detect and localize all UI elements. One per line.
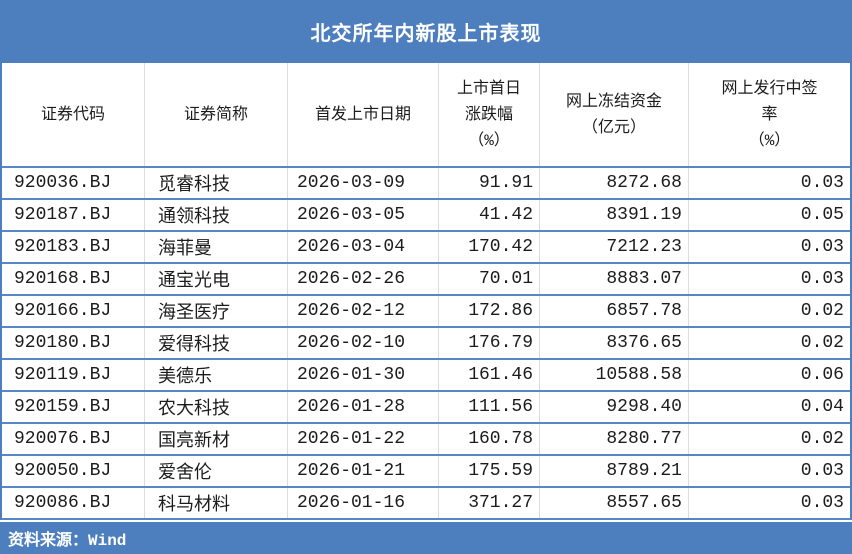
table-header-row: 证券代码 证券简称 首发上市日期 上市首日 涨跌幅 （%） 网上冻结资金 （亿元… [2, 63, 850, 166]
cell-frozen-funds: 8789.21 [540, 456, 689, 486]
header-cell-first-day-change-pct: 上市首日 涨跌幅 （%） [439, 63, 540, 166]
cell-first-day-change-pct: 41.42 [439, 200, 540, 230]
table-row: 920076.BJ 国亮新材 2026-01-22 160.78 8280.77 0.02 [2, 422, 850, 454]
table-row: 920180.BJ 爱得科技 2026-02-10 176.79 8376.65 0.02 [2, 326, 850, 358]
cell-win-rate-pct: 0.03 [800, 173, 844, 193]
cell-code: 920183.BJ [2, 232, 145, 262]
cell-list-date: 2026-02-12 [288, 296, 439, 326]
table-row: 920183.BJ 海菲曼 2026-03-04 170.42 7212.23 0.03 [2, 230, 850, 262]
cell-name: 通领科技 [145, 200, 288, 230]
cell-name: 国亮新材 [145, 424, 288, 454]
cell-code: 920050.BJ [2, 456, 145, 486]
source-bar: 资料来源：Wind [0, 522, 852, 554]
cell-code: 920166.BJ [2, 296, 145, 326]
table-title: 北交所年内新股上市表现 [0, 0, 852, 63]
cell-first-day-change-pct: 176.79 [439, 328, 540, 358]
cell-win-rate-pct: 0.06 [800, 365, 844, 385]
cell-code: 920168.BJ [2, 264, 145, 294]
cell-win-rate-pct: 0.03 [800, 493, 844, 513]
cell-list-date: 2026-01-22 [288, 424, 439, 454]
cell-name: 爱舍伦 [145, 456, 288, 486]
cell-name: 科马材料 [145, 488, 288, 518]
header-cell-code: 证券代码 [2, 63, 145, 166]
cell-win-rate-pct: 0.03 [800, 269, 844, 289]
cell-name: 海圣医疗 [145, 296, 288, 326]
cell-name: 农大科技 [145, 392, 288, 422]
cell-list-date: 2026-03-09 [288, 168, 439, 198]
table-row: 920187.BJ 通领科技 2026-03-05 41.42 8391.19 0.05 [2, 198, 850, 230]
cell-list-date: 2026-01-28 [288, 392, 439, 422]
cell-code: 920119.BJ [2, 360, 145, 390]
cell-win-rate-pct: 0.02 [800, 429, 844, 449]
cell-list-date: 2026-01-16 [288, 488, 439, 518]
cell-win-rate-pct: 0.05 [800, 205, 844, 225]
cell-frozen-funds: 7212.23 [540, 232, 689, 262]
cell-list-date: 2026-02-10 [288, 328, 439, 358]
cell-frozen-funds: 8883.07 [540, 264, 689, 294]
cell-win-rate-pct: 0.04 [800, 397, 844, 417]
header-cell-frozen-funds: 网上冻结资金 （亿元） [540, 63, 689, 166]
cell-win-rate-pct: 0.03 [800, 237, 844, 257]
cell-name: 觅睿科技 [145, 168, 288, 198]
cell-code: 920159.BJ [2, 392, 145, 422]
cell-first-day-change-pct: 371.27 [439, 488, 540, 518]
source-note: 资料来源：Wind [8, 532, 127, 550]
table-row: 920086.BJ 科马材料 2026-01-16 371.27 8557.65 0.03 [2, 486, 850, 518]
table-row: 920050.BJ 爱舍伦 2026-01-21 175.59 8789.21 0.03 [2, 454, 850, 486]
table-row: 920036.BJ 觅睿科技 2026-03-09 91.91 8272.68 0.03 [2, 166, 850, 198]
cell-frozen-funds: 6857.78 [540, 296, 689, 326]
cell-first-day-change-pct: 111.56 [439, 392, 540, 422]
cell-code: 920086.BJ [2, 488, 145, 518]
table-body: 920036.BJ 觅睿科技 2026-03-09 91.91 8272.68 0.03 9… [2, 166, 850, 518]
cell-first-day-change-pct: 161.46 [439, 360, 540, 390]
cell-win-rate-pct: 0.02 [800, 333, 844, 353]
cell-first-day-change-pct: 172.86 [439, 296, 540, 326]
header-cell-list-date: 首发上市日期 [288, 63, 439, 166]
table-row: 920119.BJ 美德乐 2026-01-30 161.46 10588.58 0.06 [2, 358, 850, 390]
cell-code: 920180.BJ [2, 328, 145, 358]
cell-list-date: 2026-01-21 [288, 456, 439, 486]
cell-frozen-funds: 10588.58 [540, 360, 689, 390]
cell-list-date: 2026-02-26 [288, 264, 439, 294]
cell-frozen-funds: 8557.65 [540, 488, 689, 518]
cell-first-day-change-pct: 91.91 [439, 168, 540, 198]
cell-first-day-change-pct: 70.01 [439, 264, 540, 294]
cell-win-rate-pct: 0.03 [800, 461, 844, 481]
cell-frozen-funds: 8376.65 [540, 328, 689, 358]
cell-first-day-change-pct: 170.42 [439, 232, 540, 262]
cell-code: 920187.BJ [2, 200, 145, 230]
cell-first-day-change-pct: 160.78 [439, 424, 540, 454]
cell-name: 爱得科技 [145, 328, 288, 358]
table-row: 920166.BJ 海圣医疗 2026-02-12 172.86 6857.78 0.02 [2, 294, 850, 326]
table-row: 920159.BJ 农大科技 2026-01-28 111.56 9298.40 0.04 [2, 390, 850, 422]
cell-first-day-change-pct: 175.59 [439, 456, 540, 486]
cell-code: 920036.BJ [2, 168, 145, 198]
cell-frozen-funds: 8391.19 [540, 200, 689, 230]
header-cell-name: 证券简称 [145, 63, 288, 166]
cell-win-rate-pct: 0.02 [800, 301, 844, 321]
table-row: 920168.BJ 通宝光电 2026-02-26 70.01 8883.07 0.03 [2, 262, 850, 294]
cell-frozen-funds: 8280.77 [540, 424, 689, 454]
cell-code: 920076.BJ [2, 424, 145, 454]
cell-name: 美德乐 [145, 360, 288, 390]
cell-frozen-funds: 8272.68 [540, 168, 689, 198]
cell-list-date: 2026-03-05 [288, 200, 439, 230]
cell-list-date: 2026-01-30 [288, 360, 439, 390]
cell-name: 海菲曼 [145, 232, 288, 262]
cell-list-date: 2026-03-04 [288, 232, 439, 262]
cell-frozen-funds: 9298.40 [540, 392, 689, 422]
header-cell-win-rate-pct: 网上发行中签 率 （%） [721, 79, 818, 150]
cell-name: 通宝光电 [145, 264, 288, 294]
data-table: 证券代码 证券简称 首发上市日期 上市首日 涨跌幅 （%） 网上冻结资金 （亿元… [0, 63, 852, 520]
